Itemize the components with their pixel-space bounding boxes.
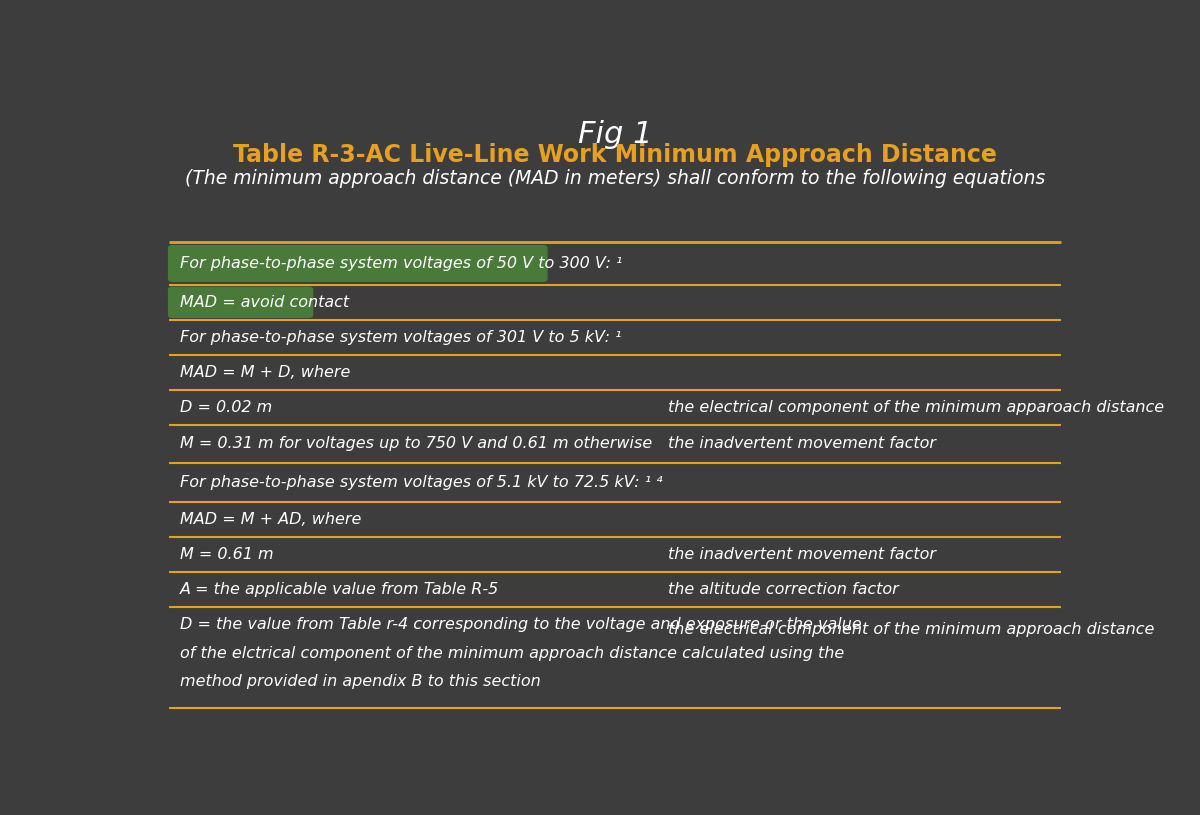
Text: D = 0.02 m: D = 0.02 m	[180, 399, 272, 415]
Text: For phase-to-phase system voltages of 50 V to 300 V: ¹: For phase-to-phase system voltages of 50…	[180, 256, 622, 271]
Text: MAD = M + AD, where: MAD = M + AD, where	[180, 512, 361, 527]
Text: of the elctrical component of the minimum approach distance calculated using the: of the elctrical component of the minimu…	[180, 645, 844, 660]
Text: (The minimum approach distance (MAD in meters) shall conform to the following eq: (The minimum approach distance (MAD in m…	[185, 169, 1045, 187]
Text: the altitude correction factor: the altitude correction factor	[668, 582, 899, 597]
Text: the electrical component of the minimum apparoach distance: the electrical component of the minimum …	[668, 399, 1164, 415]
Text: D = the value from Table r-4 corresponding to the voltage and exposure or the va: D = the value from Table r-4 correspondi…	[180, 617, 862, 632]
Text: For phase-to-phase system voltages of 5.1 kV to 72.5 kV: ¹ ⁴: For phase-to-phase system voltages of 5.…	[180, 475, 662, 490]
Text: A = the applicable value from Table R-5: A = the applicable value from Table R-5	[180, 582, 499, 597]
FancyBboxPatch shape	[168, 287, 312, 317]
Text: the electrical component of the minimum approach distance: the electrical component of the minimum …	[668, 622, 1154, 637]
Text: M = 0.61 m: M = 0.61 m	[180, 547, 274, 562]
Text: For phase-to-phase system voltages of 301 V to 5 kV: ¹: For phase-to-phase system voltages of 30…	[180, 330, 622, 345]
Text: Fig 1: Fig 1	[577, 120, 653, 149]
FancyBboxPatch shape	[168, 245, 547, 281]
Text: the inadvertent movement factor: the inadvertent movement factor	[668, 547, 936, 562]
Text: MAD = M + D, where: MAD = M + D, where	[180, 364, 350, 380]
Text: M = 0.31 m for voltages up to 750 V and 0.61 m otherwise: M = 0.31 m for voltages up to 750 V and …	[180, 436, 652, 452]
Text: MAD = avoid contact: MAD = avoid contact	[180, 295, 349, 310]
Text: the inadvertent movement factor: the inadvertent movement factor	[668, 436, 936, 452]
Text: Table R-3-AC Live-Line Work Minimum Approach Distance: Table R-3-AC Live-Line Work Minimum Appr…	[233, 143, 997, 167]
Text: method provided in apendix B to this section: method provided in apendix B to this sec…	[180, 674, 540, 689]
